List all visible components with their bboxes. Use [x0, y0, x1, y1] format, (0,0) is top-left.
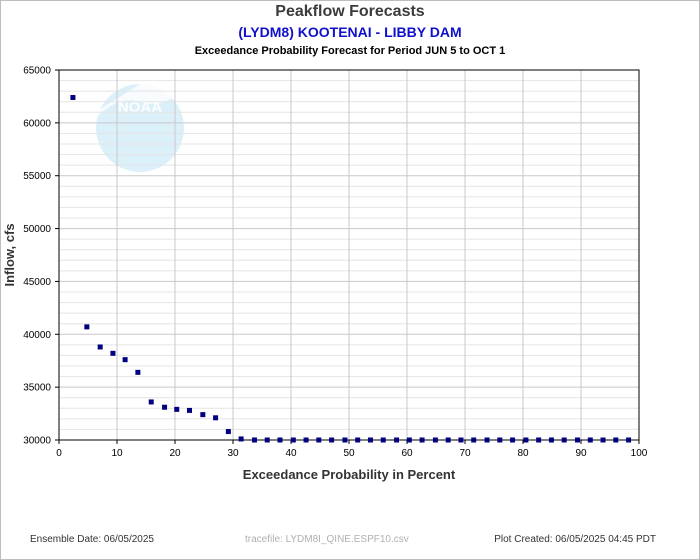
data-point	[432, 437, 438, 443]
data-point	[510, 437, 516, 443]
x-tick-label: 100	[631, 448, 648, 459]
data-point	[342, 437, 348, 443]
data-point	[122, 357, 128, 363]
data-point	[458, 437, 464, 443]
station-name: (LYDM8) KOOTENAI - LIBBY DAM	[238, 24, 462, 40]
data-point	[536, 437, 542, 443]
data-point	[600, 437, 606, 443]
data-point	[290, 437, 296, 443]
data-point	[471, 437, 477, 443]
noaa-logo-text: NOAA	[118, 99, 162, 116]
data-point	[174, 406, 180, 412]
plot-created-date: Plot Created: 06/05/2025 04:45 PDT	[494, 534, 656, 545]
x-tick-label: 60	[401, 448, 413, 459]
y-tick-label: 60000	[23, 118, 51, 129]
data-point	[162, 404, 168, 410]
chart-title: Peakflow Forecasts	[275, 3, 425, 20]
data-point	[110, 350, 116, 356]
data-point	[367, 437, 373, 443]
data-point	[303, 437, 309, 443]
x-tick-label: 10	[111, 448, 123, 459]
data-point	[355, 437, 361, 443]
x-tick-label: 30	[227, 448, 239, 459]
y-tick-label: 65000	[23, 66, 51, 77]
x-tick-label: 80	[517, 448, 529, 459]
x-tick-label: 20	[169, 448, 181, 459]
x-tick-label: 0	[56, 448, 62, 459]
y-axis-ticks: 30000 35000 40000 45000 50000 55000 60000 65000	[23, 66, 59, 447]
data-point	[613, 437, 619, 443]
data-point	[238, 436, 244, 442]
data-point	[523, 437, 529, 443]
data-point	[225, 429, 231, 435]
data-point	[316, 437, 322, 443]
x-tick-label: 70	[459, 448, 471, 459]
x-tick-label: 90	[575, 448, 587, 459]
data-point	[406, 437, 412, 443]
data-point	[497, 437, 503, 443]
noaa-logo-disc	[96, 84, 184, 172]
y-tick-label: 30000	[23, 436, 51, 447]
x-tick-label: 50	[343, 448, 355, 459]
data-point	[264, 437, 270, 443]
y-tick-label: 35000	[23, 383, 51, 394]
data-point	[213, 415, 219, 421]
x-tick-label: 40	[285, 448, 297, 459]
chart-subtitle: Exceedance Probability Forecast for Peri…	[194, 45, 506, 57]
data-points	[70, 94, 632, 443]
ensemble-date: Ensemble Date: 06/05/2025	[30, 534, 154, 545]
data-point	[84, 324, 90, 330]
y-tick-label: 40000	[23, 330, 51, 341]
y-tick-label: 45000	[23, 277, 51, 288]
data-point	[561, 437, 567, 443]
data-point	[484, 437, 490, 443]
data-point	[200, 412, 206, 418]
data-point	[419, 437, 425, 443]
data-point	[445, 437, 451, 443]
data-point	[548, 437, 554, 443]
data-point	[394, 437, 400, 443]
data-point	[70, 94, 76, 100]
data-point	[380, 437, 386, 443]
y-tick-label: 55000	[23, 171, 51, 182]
y-tick-label: 50000	[23, 224, 51, 235]
data-point	[251, 437, 257, 443]
data-point	[97, 344, 103, 350]
data-point	[135, 369, 141, 375]
data-point	[587, 437, 593, 443]
data-point	[626, 437, 632, 443]
x-axis-ticks: 0 10 20 30 40 50 60 70 80 90 100	[56, 440, 648, 459]
x-axis-label: Exceedance Probability in Percent	[243, 467, 456, 482]
noaa-logo: NOAA	[96, 77, 184, 172]
data-point	[277, 437, 283, 443]
grid-lines	[59, 70, 639, 440]
tracefile-name: tracefile: LYDM8I_QINE.ESPF10.csv	[245, 534, 409, 545]
noaa-logo-bird	[96, 77, 184, 118]
data-point	[148, 399, 154, 405]
data-point	[575, 437, 581, 443]
data-point	[187, 407, 192, 413]
y-axis-label: Inflow, cfs	[2, 223, 17, 286]
data-point	[329, 437, 335, 443]
